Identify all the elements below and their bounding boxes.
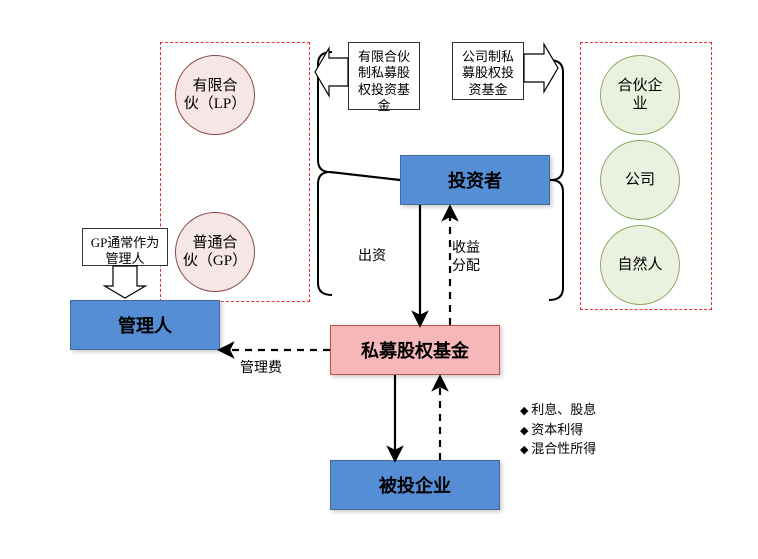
list-item: 资本利得 — [520, 420, 596, 440]
return-label: 收益分配 — [452, 240, 480, 276]
gp-label: 普通合伙（GP） — [183, 234, 247, 270]
lp-fund-callout: 有限合伙制私募股权投资基金 — [348, 42, 420, 110]
company-node: 公司 — [600, 140, 680, 220]
investor-box: 投资者 — [400, 155, 550, 205]
mgmt-fee-label: 管理费 — [240, 360, 282, 378]
list-item: 混合性所得 — [520, 439, 596, 459]
company-label: 公司 — [625, 171, 655, 189]
lp-node: 有限合伙（LP） — [175, 55, 255, 135]
invest-label: 出资 — [358, 248, 386, 266]
pe-fund-box: 私募股权基金 — [330, 325, 500, 375]
lp-label: 有限合伙（LP） — [184, 77, 247, 113]
partnership-label: 合伙企业 — [617, 77, 662, 113]
list-item: 利息、股息 — [520, 400, 596, 420]
natural-person-node: 自然人 — [600, 225, 680, 305]
gp-node: 普通合伙（GP） — [175, 212, 255, 292]
gp-as-manager-callout: GP通常作为管理人 — [82, 228, 168, 266]
invested-company-box: 被投企业 — [330, 460, 500, 510]
partnership-enterprise-node: 合伙企业 — [600, 55, 680, 135]
corp-fund-callout: 公司制私募股权投资基金 — [452, 42, 524, 100]
diagram-stage: 有限合伙（LP） 普通合伙（GP） 合伙企业 公司 自然人 有限合伙制私募股权投… — [0, 0, 758, 559]
manager-box: 管理人 — [70, 300, 220, 350]
natural-person-label: 自然人 — [617, 256, 662, 274]
income-types-list: 利息、股息 资本利得 混合性所得 — [520, 400, 596, 459]
